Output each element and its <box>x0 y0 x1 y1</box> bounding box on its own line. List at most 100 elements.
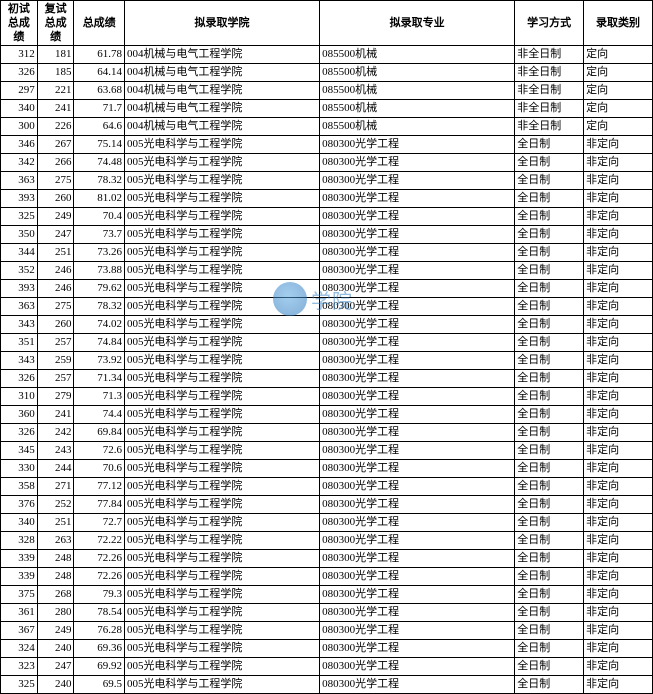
table-cell: 080300光学工程 <box>320 640 515 658</box>
table-cell: 240 <box>37 676 74 694</box>
table-cell: 243 <box>37 442 74 460</box>
table-row: 33924872.26005光电科学与工程学院080300光学工程全日制非定向 <box>1 568 653 586</box>
table-cell: 080300光学工程 <box>320 136 515 154</box>
table-row: 37526879.3005光电科学与工程学院080300光学工程全日制非定向 <box>1 586 653 604</box>
table-cell: 非定向 <box>584 334 653 352</box>
table-cell: 005光电科学与工程学院 <box>124 154 319 172</box>
table-row: 37625277.84005光电科学与工程学院080300光学工程全日制非定向 <box>1 496 653 514</box>
table-cell: 249 <box>37 622 74 640</box>
table-cell: 080300光学工程 <box>320 172 515 190</box>
table-cell: 69.92 <box>74 658 125 676</box>
table-cell: 252 <box>37 496 74 514</box>
table-cell: 非定向 <box>584 640 653 658</box>
table-row: 36327578.32005光电科学与工程学院080300光学工程全日制非定向 <box>1 298 653 316</box>
table-cell: 005光电科学与工程学院 <box>124 532 319 550</box>
header-cell: 拟录取专业 <box>320 1 515 46</box>
table-cell: 71.3 <box>74 388 125 406</box>
table-cell: 271 <box>37 478 74 496</box>
table-row: 39326081.02005光电科学与工程学院080300光学工程全日制非定向 <box>1 190 653 208</box>
table-cell: 定向 <box>584 118 653 136</box>
table-cell: 260 <box>37 316 74 334</box>
table-cell: 70.4 <box>74 208 125 226</box>
table-row: 32324769.92005光电科学与工程学院080300光学工程全日制非定向 <box>1 658 653 676</box>
table-cell: 080300光学工程 <box>320 424 515 442</box>
table-cell: 74.02 <box>74 316 125 334</box>
table-cell: 73.7 <box>74 226 125 244</box>
table-cell: 352 <box>1 262 38 280</box>
table-cell: 74.4 <box>74 406 125 424</box>
table-cell: 定向 <box>584 100 653 118</box>
table-row: 36128078.54005光电科学与工程学院080300光学工程全日制非定向 <box>1 604 653 622</box>
table-cell: 005光电科学与工程学院 <box>124 298 319 316</box>
table-cell: 非定向 <box>584 280 653 298</box>
table-cell: 定向 <box>584 82 653 100</box>
table-cell: 080300光学工程 <box>320 622 515 640</box>
header-cell: 复试总成绩 <box>37 1 74 46</box>
table-cell: 358 <box>1 478 38 496</box>
table-cell: 080300光学工程 <box>320 352 515 370</box>
table-cell: 330 <box>1 460 38 478</box>
table-row: 39324679.62005光电科学与工程学院080300光学工程全日制非定向 <box>1 280 653 298</box>
table-cell: 247 <box>37 226 74 244</box>
table-cell: 310 <box>1 388 38 406</box>
table-cell: 非定向 <box>584 352 653 370</box>
table-cell: 70.6 <box>74 460 125 478</box>
table-cell: 非定向 <box>584 316 653 334</box>
table-row: 34025172.7005光电科学与工程学院080300光学工程全日制非定向 <box>1 514 653 532</box>
table-cell: 全日制 <box>515 604 584 622</box>
table-cell: 78.32 <box>74 172 125 190</box>
table-cell: 非定向 <box>584 226 653 244</box>
table-cell: 全日制 <box>515 316 584 334</box>
table-row: 33024470.6005光电科学与工程学院080300光学工程全日制非定向 <box>1 460 653 478</box>
table-cell: 080300光学工程 <box>320 298 515 316</box>
table-cell: 246 <box>37 262 74 280</box>
table-cell: 080300光学工程 <box>320 568 515 586</box>
table-cell: 全日制 <box>515 622 584 640</box>
table-cell: 326 <box>1 370 38 388</box>
table-cell: 080300光学工程 <box>320 244 515 262</box>
table-cell: 74.48 <box>74 154 125 172</box>
admission-table: 初试总成绩 复试总成绩 总成绩 拟录取学院 拟录取专业 学习方式 录取类别 31… <box>0 0 653 694</box>
table-cell: 69.84 <box>74 424 125 442</box>
table-cell: 78.54 <box>74 604 125 622</box>
table-cell: 全日制 <box>515 424 584 442</box>
table-cell: 080300光学工程 <box>320 226 515 244</box>
header-cell: 初试总成绩 <box>1 1 38 46</box>
table-row: 34226674.48005光电科学与工程学院080300光学工程全日制非定向 <box>1 154 653 172</box>
table-cell: 72.26 <box>74 568 125 586</box>
table-row: 32826372.22005光电科学与工程学院080300光学工程全日制非定向 <box>1 532 653 550</box>
table-cell: 251 <box>37 244 74 262</box>
table-cell: 080300光学工程 <box>320 676 515 694</box>
table-cell: 005光电科学与工程学院 <box>124 208 319 226</box>
table-cell: 263 <box>37 532 74 550</box>
table-cell: 080300光学工程 <box>320 280 515 298</box>
table-cell: 005光电科学与工程学院 <box>124 352 319 370</box>
table-cell: 非定向 <box>584 136 653 154</box>
table-cell: 300 <box>1 118 38 136</box>
table-cell: 376 <box>1 496 38 514</box>
table-cell: 全日制 <box>515 388 584 406</box>
table-cell: 72.6 <box>74 442 125 460</box>
table-cell: 350 <box>1 226 38 244</box>
table-cell: 080300光学工程 <box>320 190 515 208</box>
header-cell: 学习方式 <box>515 1 584 46</box>
table-cell: 全日制 <box>515 226 584 244</box>
table-cell: 324 <box>1 640 38 658</box>
table-cell: 非定向 <box>584 244 653 262</box>
table-cell: 非全日制 <box>515 82 584 100</box>
table-cell: 085500机械 <box>320 46 515 64</box>
table-cell: 非全日制 <box>515 46 584 64</box>
table-cell: 73.92 <box>74 352 125 370</box>
table-cell: 77.12 <box>74 478 125 496</box>
table-cell: 080300光学工程 <box>320 514 515 532</box>
table-cell: 080300光学工程 <box>320 370 515 388</box>
table-cell: 241 <box>37 100 74 118</box>
table-cell: 005光电科学与工程学院 <box>124 226 319 244</box>
table-cell: 080300光学工程 <box>320 388 515 406</box>
table-cell: 367 <box>1 622 38 640</box>
table-cell: 242 <box>37 424 74 442</box>
table-cell: 71.7 <box>74 100 125 118</box>
table-row: 31218161.78004机械与电气工程学院085500机械非全日制定向 <box>1 46 653 64</box>
table-cell: 342 <box>1 154 38 172</box>
table-cell: 72.22 <box>74 532 125 550</box>
